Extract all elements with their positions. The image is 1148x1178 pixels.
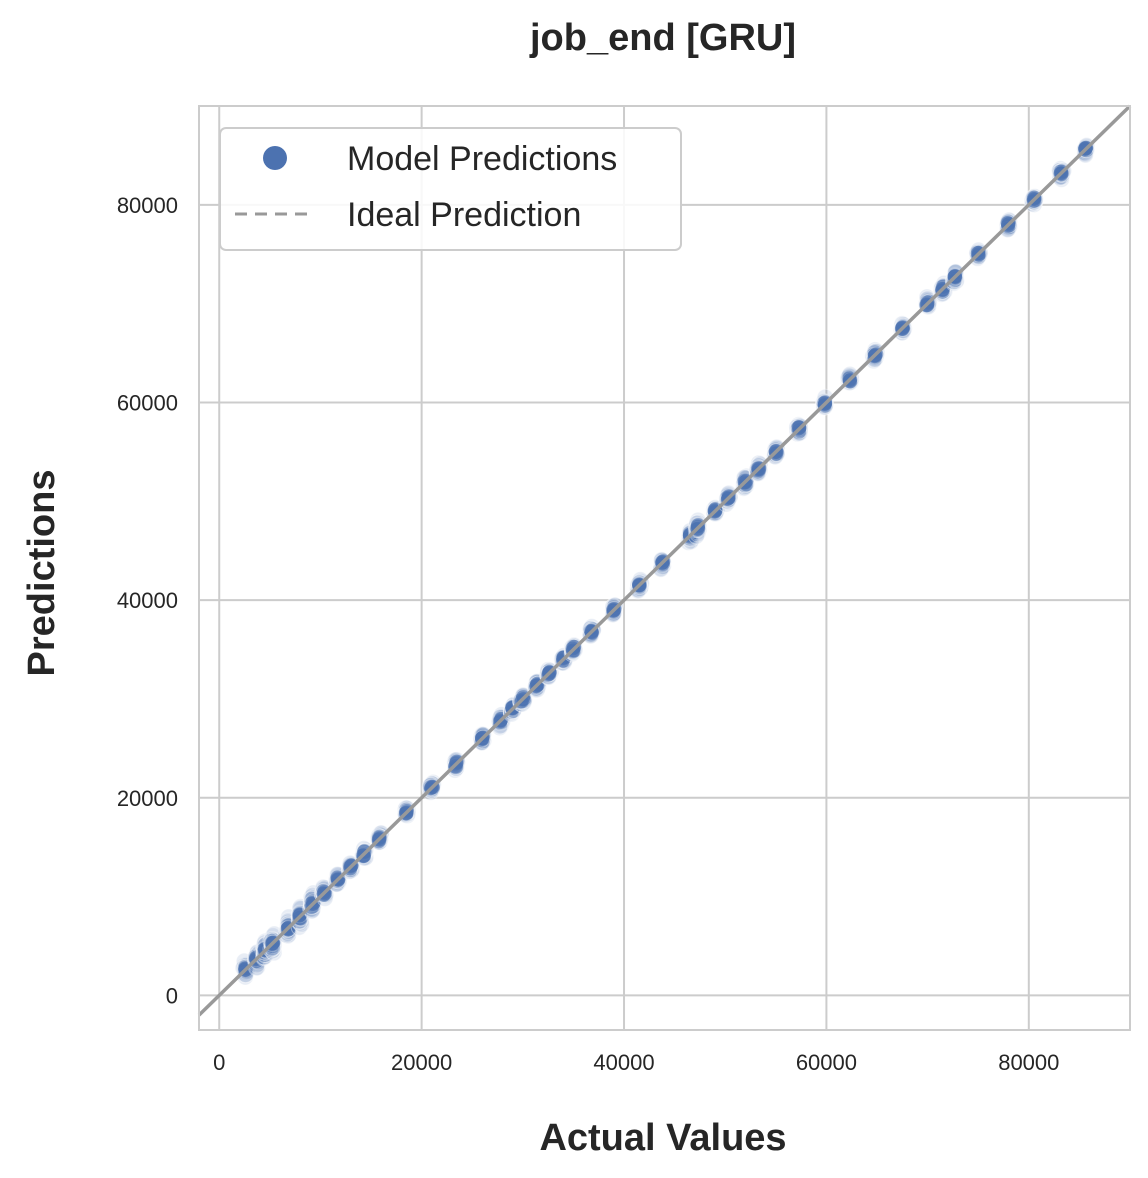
- legend-marker-circle: [263, 146, 287, 170]
- y-axis-title: Predictions: [21, 470, 63, 677]
- y-tick-label: 40000: [117, 588, 178, 613]
- legend-box: [219, 127, 682, 251]
- y-tick-label: 80000: [117, 193, 178, 218]
- legend: Model Predictions Ideal Prediction: [219, 127, 682, 251]
- x-tick-label: 40000: [593, 1050, 654, 1075]
- x-tick-label: 60000: [796, 1050, 857, 1075]
- x-tick-labels: 0 20000 40000 60000 80000: [213, 1050, 1059, 1075]
- plot-border: [198, 105, 1131, 1031]
- x-axis-title: Actual Values: [539, 1117, 786, 1159]
- legend-label-ideal: Ideal Prediction: [347, 196, 581, 234]
- ideal-line-group: [197, 104, 1132, 1017]
- x-tick-label: 0: [213, 1050, 225, 1075]
- y-tick-label: 0: [166, 983, 178, 1008]
- x-tick-label: 20000: [391, 1050, 452, 1075]
- ideal-prediction-line: [197, 104, 1132, 1017]
- y-tick-labels: 0 20000 40000 60000 80000: [117, 193, 178, 1009]
- y-tick-label: 60000: [117, 390, 178, 415]
- grid-lines: [199, 106, 1130, 1030]
- legend-label-model: Model Predictions: [347, 140, 617, 178]
- chart-title: job_end [GRU]: [529, 17, 796, 59]
- y-tick-label: 20000: [117, 786, 178, 811]
- x-tick-label: 80000: [998, 1050, 1059, 1075]
- scatter-point: [330, 870, 345, 885]
